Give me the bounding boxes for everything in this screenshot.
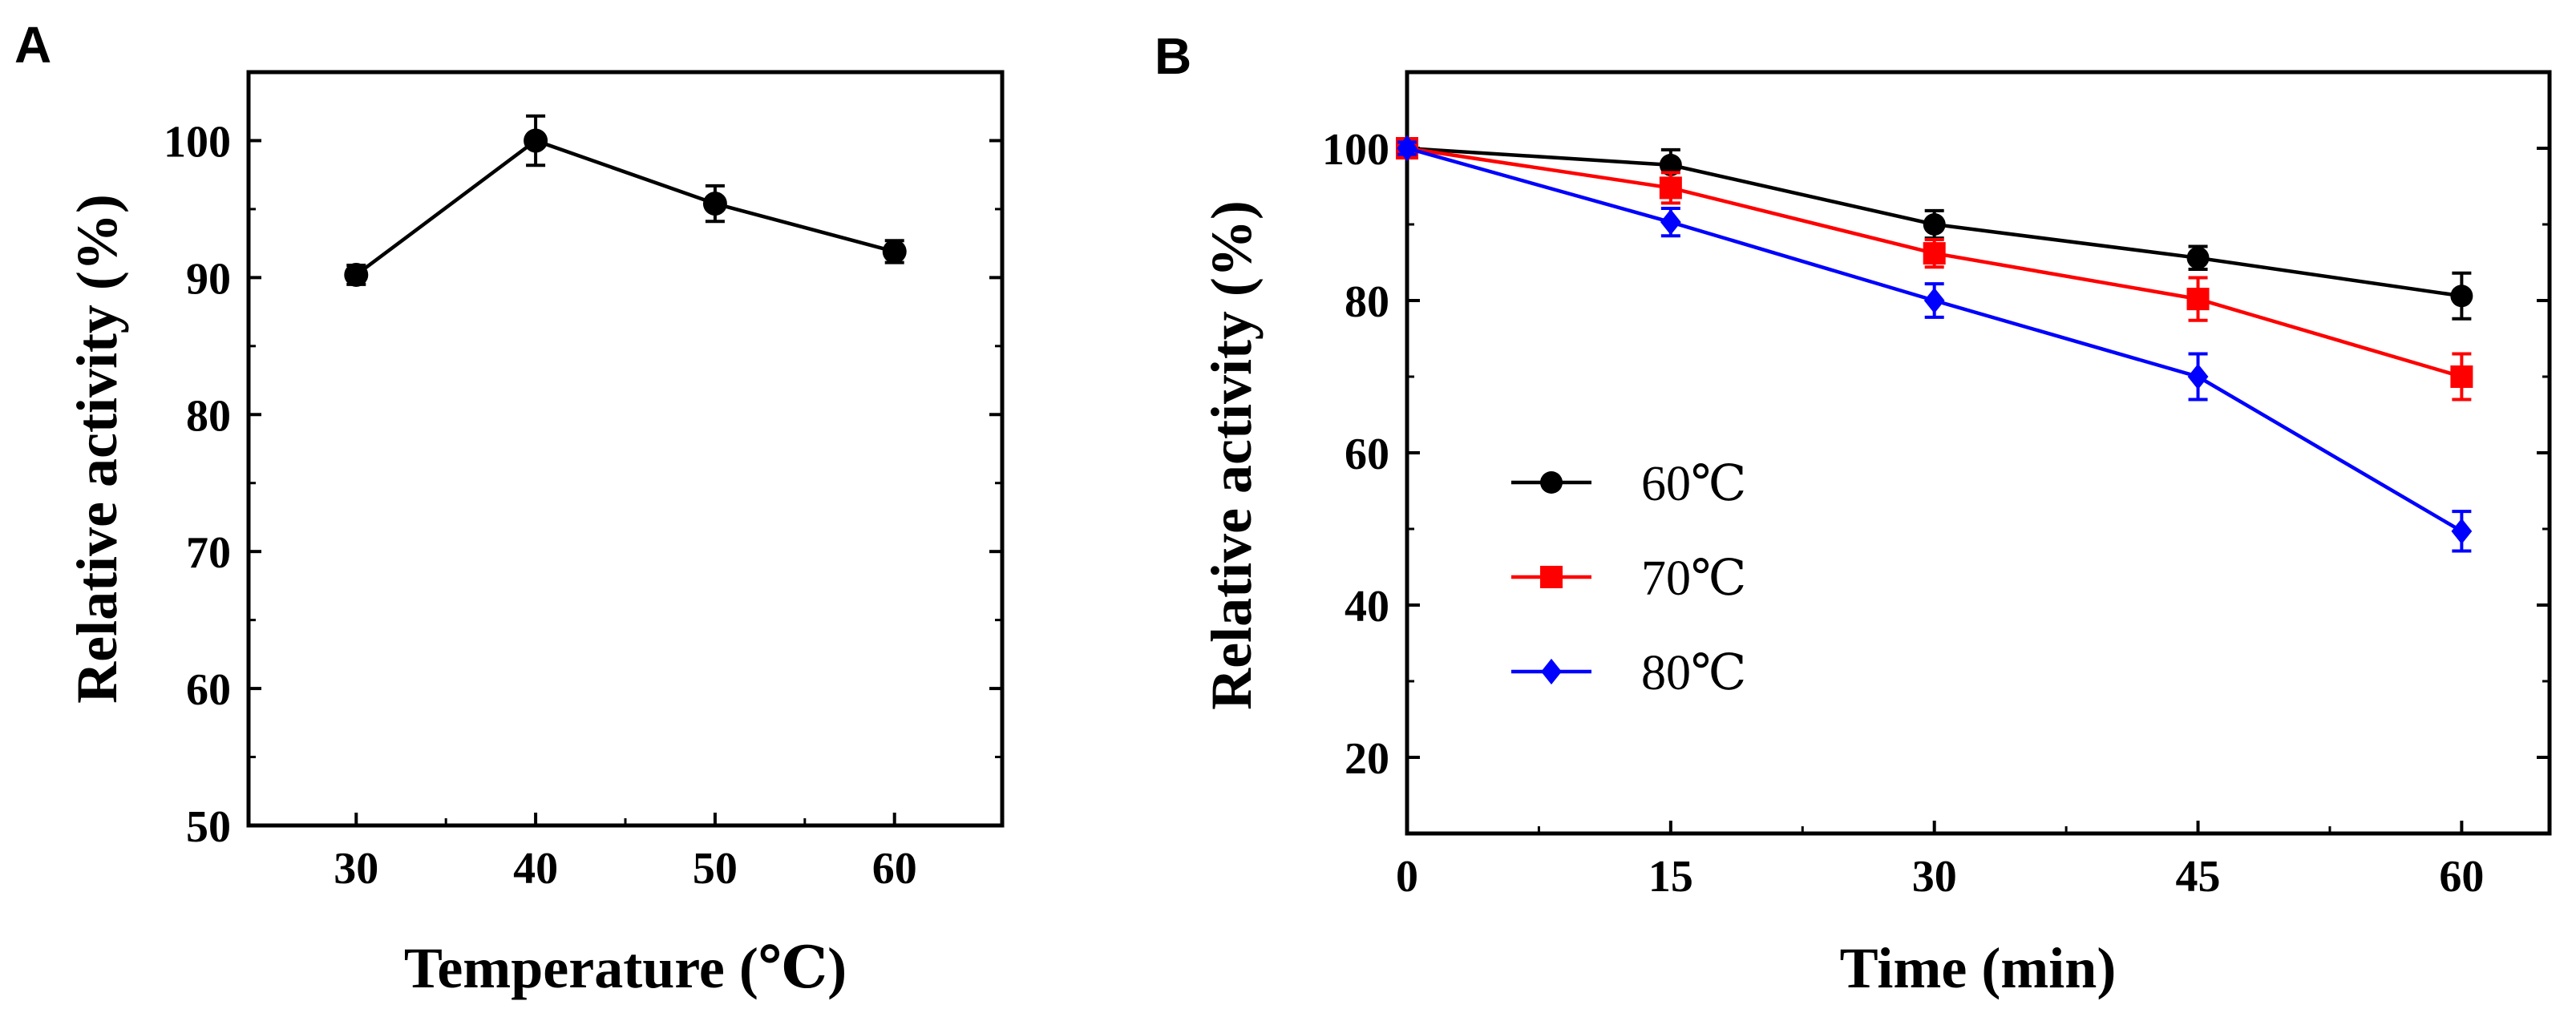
- y-tick-label: 100: [164, 117, 231, 167]
- data-point: [2187, 363, 2209, 390]
- series-named: [1397, 135, 2473, 553]
- x-tick-label: 40: [513, 844, 558, 894]
- y-axis-title-b: Relative activity (%): [1199, 200, 1264, 710]
- data-point: [2451, 518, 2473, 544]
- data-point: [1659, 153, 1682, 176]
- legend-b: 60℃ 70℃ 80℃: [1511, 457, 1746, 700]
- legend-marker: [1540, 471, 1563, 494]
- data-point: [2186, 246, 2210, 269]
- y-tick-label: 60: [1345, 430, 1389, 479]
- y-tick-label: 80: [186, 391, 231, 441]
- legend-label: 60℃: [1641, 457, 1746, 511]
- plot-frame-b: [1405, 70, 2552, 836]
- data-point: [1923, 213, 1946, 236]
- x-tick-label: 0: [1396, 852, 1418, 902]
- y-tick-label: 80: [1345, 277, 1389, 327]
- panel-b: B 0 15 30 45 60 20 40 60 80 100 60℃ 70℃ 80℃ Time (m…: [1155, 27, 2552, 1000]
- axis-ticks-a: 30 40 50 60 50 60 70 80 90 100: [164, 117, 1002, 894]
- y-axis-title-a: Relative activity (%): [65, 194, 129, 704]
- y-tick-label: 40: [1345, 582, 1389, 632]
- y-tick-label: 90: [186, 254, 231, 304]
- x-tick-label: 45: [2176, 852, 2221, 902]
- y-tick-label: 60: [186, 665, 231, 715]
- legend-marker: [1541, 658, 1562, 685]
- data-point: [2450, 365, 2473, 388]
- y-tick-label: 100: [1322, 125, 1389, 175]
- data-point: [2450, 285, 2473, 308]
- x-axis-title-a: Temperature (℃): [404, 936, 847, 1000]
- legend-label: 70℃: [1641, 551, 1746, 606]
- data-point: [1923, 287, 1945, 314]
- x-axis-title-b: Time (min): [1840, 936, 2117, 1000]
- legend-marker: [1540, 566, 1563, 588]
- x-tick-label: 60: [872, 844, 917, 894]
- x-tick-label: 60: [2439, 852, 2484, 902]
- data-point: [2186, 288, 2210, 311]
- y-tick-label: 20: [1345, 734, 1389, 784]
- axis-ticks-b: 0 15 30 45 60 20 40 60 80 100: [1322, 125, 2550, 902]
- x-tick-label: 30: [334, 844, 378, 894]
- y-tick-label: 50: [186, 802, 231, 852]
- series-main: [344, 114, 907, 287]
- series-named: [1396, 137, 2473, 402]
- data-point: [882, 239, 907, 264]
- y-tick-label: 70: [186, 528, 231, 578]
- data-point: [702, 192, 727, 216]
- x-tick-label: 15: [1648, 852, 1693, 902]
- series-line: [354, 138, 896, 276]
- legend-label: 80℃: [1641, 646, 1746, 700]
- data-point: [1923, 242, 1946, 265]
- series-group-a: [344, 114, 907, 287]
- plot-frame-a: [246, 70, 1005, 828]
- panel-letter-a: A: [14, 16, 51, 74]
- data-point: [344, 262, 369, 287]
- data-point: [1660, 209, 1681, 236]
- panel-letter-b: B: [1155, 27, 1191, 85]
- data-point: [524, 128, 548, 153]
- x-tick-label: 50: [693, 844, 738, 894]
- data-point: [1659, 176, 1682, 200]
- series-group-b: [1396, 135, 2473, 553]
- series-line: [1406, 146, 2463, 533]
- data-point: [1397, 135, 1417, 162]
- x-tick-label: 30: [1912, 852, 1957, 902]
